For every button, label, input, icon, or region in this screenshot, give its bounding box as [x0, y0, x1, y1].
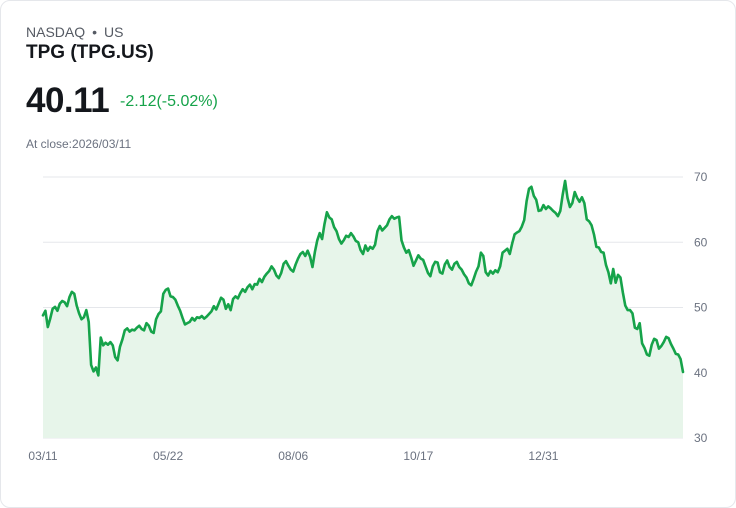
y-tick-label: 70 — [694, 170, 708, 184]
price-area — [43, 180, 683, 438]
x-tick-label: 05/22 — [153, 449, 183, 463]
y-axis: 70 60 50 40 30 — [694, 170, 708, 445]
stock-price: 40.11 — [26, 81, 110, 120]
stock-title: TPG (TPG.US) — [26, 42, 154, 63]
y-tick-label: 30 — [694, 431, 708, 445]
close-date: At close:2026/03/11 — [26, 137, 132, 151]
price-chart[interactable]: 70 60 50 40 30 03/11 05/22 08/06 10/17 12/31 — [0, 160, 736, 470]
y-tick-label: 60 — [694, 235, 708, 249]
y-tick-label: 50 — [694, 301, 708, 315]
exchange-name: NASDAQ — [26, 24, 86, 40]
exchange-line: NASDAQ • US — [26, 24, 123, 40]
price-change: -2.12(-5.02%) — [120, 93, 218, 110]
price-line[interactable] — [41, 179, 685, 377]
x-tick-label: 10/17 — [403, 449, 433, 463]
region-label: US — [104, 24, 124, 40]
x-tick-label: 12/31 — [528, 449, 558, 463]
separator-dot: • — [92, 24, 98, 40]
x-axis: 03/11 05/22 08/06 10/17 12/31 — [28, 449, 558, 463]
x-tick-label: 03/11 — [28, 449, 57, 463]
y-tick-label: 40 — [694, 366, 708, 380]
x-tick-label: 08/06 — [278, 449, 308, 463]
